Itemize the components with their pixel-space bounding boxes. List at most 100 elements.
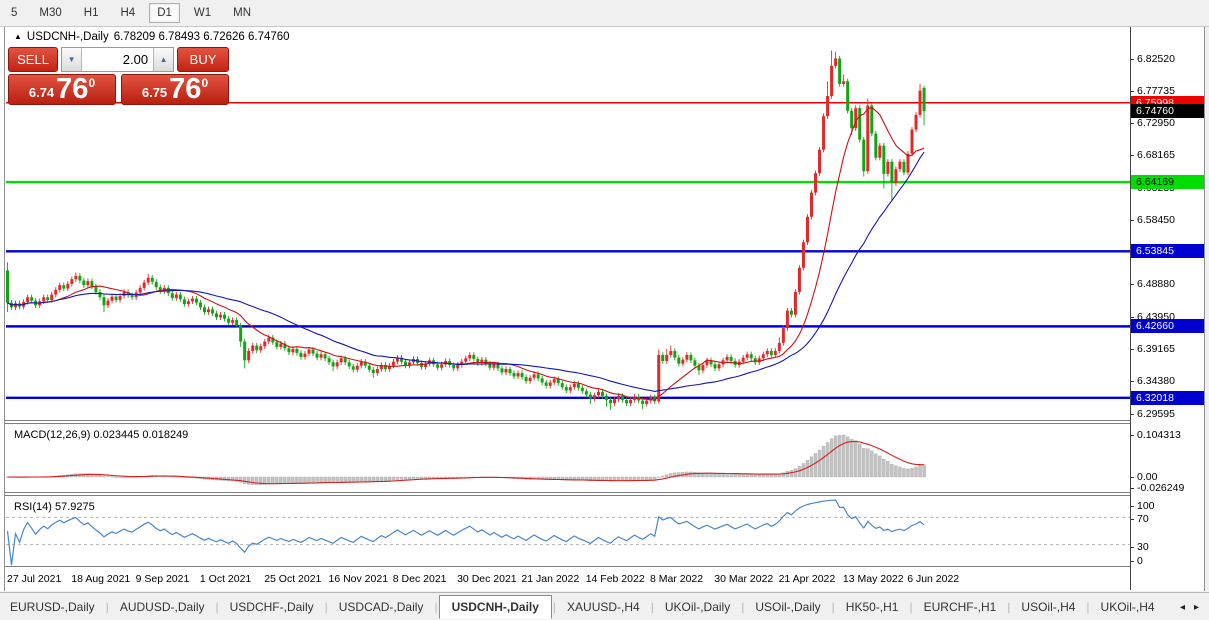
symbol-tab-ukoil[interactable]: UKOil-,Daily [664,600,731,614]
axis-tick [1130,413,1134,415]
price-tick-label: 70 [1137,512,1149,525]
chart-window: ▲ USDCNH-,Daily 6.78209 6.78493 6.72626 … [0,27,1209,591]
tab-separator: | [1086,600,1090,614]
price-tick-label: 6.39165 [1137,343,1175,356]
price-tick-label: 6.58450 [1137,213,1175,226]
rsi-value: 57.9275 [54,501,95,513]
rsi-name: RSI(14) [14,501,52,513]
buy-price-base: 6.75 [141,85,168,100]
tab-separator: | [215,600,219,614]
symbol-tab-usoil[interactable]: USOil-,Daily [755,600,821,614]
date-label: 30 Mar 2022 [714,573,774,585]
price-tick-label: 6.48880 [1137,278,1175,291]
buy-button[interactable]: BUY [177,47,229,72]
axis-tick [1130,518,1134,520]
sell-price-base: 6.74 [28,85,55,100]
tab-scroll-left-icon[interactable]: ◂ [1179,601,1185,613]
buy-price-pips: 76 [169,73,202,105]
timeframe-button-h4[interactable]: H4 [120,7,136,19]
macd-panel[interactable] [6,424,1130,492]
tab-scroll-right-icon[interactable]: ▸ [1193,601,1199,613]
price-tick-label: 100 [1137,499,1155,512]
chart-title: ▲ USDCNH-,Daily 6.78209 6.78493 6.72626 … [14,31,290,43]
date-label: 16 Nov 2021 [328,573,389,585]
symbol-tab-eurusd[interactable]: EURUSD-,Daily [10,600,95,614]
timeframe-button-w1[interactable]: W1 [193,7,212,19]
tab-separator: | [831,600,835,614]
axis-tick [1130,317,1134,319]
volume-increase-icon[interactable]: ▲ [153,48,174,71]
symbol-tab-eurchf[interactable]: EURCHF-,H1 [923,600,997,614]
panel-splitter[interactable] [5,420,1204,421]
window-right-fill [1205,27,1209,591]
date-label: 6 Jun 2022 [907,573,960,585]
axis-tick [1130,219,1134,221]
axis-tick [1130,547,1134,549]
price-tick-label: 6.68165 [1137,148,1175,161]
panel-splitter [5,423,1204,424]
price-tick-label: 6.34380 [1137,375,1175,388]
symbol-tab-usoil[interactable]: USOil-,H4 [1021,600,1076,614]
price-tick-label: 6.29595 [1137,407,1175,420]
date-label: 8 Dec 2021 [392,573,447,585]
symbol-up-triangle-icon: ▲ [14,32,22,41]
symbol-tab-usdchf[interactable]: USDCHF-,Daily [229,600,314,614]
current-price-badge: 6.74760 [1131,104,1207,119]
timeframe-button-d1[interactable]: D1 [149,3,180,23]
date-label: 21 Apr 2022 [778,573,836,585]
tab-separator: | [909,600,913,614]
buy-price-sup: 0 [201,76,209,90]
date-label: 30 Dec 2021 [457,573,517,585]
timeframe-button-5[interactable]: 5 [11,7,18,19]
macd-name: MACD(12,26,9) [14,429,91,441]
symbol-tab-audusd[interactable]: AUDUSD-,Daily [119,600,205,614]
timeframe-toolbar: 5 M30 H1 H4 D1 W1 MN [0,0,1209,27]
date-label: 9 Sep 2021 [135,573,190,585]
date-label: 27 Jul 2021 [7,573,62,585]
symbol-tab-hk50[interactable]: HK50-,H1 [845,600,899,614]
price-tick-label: 0.104313 [1137,428,1181,441]
buy-price-panel[interactable]: 6.75 76 0 [121,74,229,105]
volume-input[interactable] [82,48,154,71]
symbol-tab-xauusd[interactable]: XAUUSD-,H4 [567,600,640,614]
symbol-tab-ukoil[interactable]: UKOil-,H4 [1100,600,1155,614]
symbol-tab-usdcad[interactable]: USDCAD-,Daily [338,600,424,614]
date-label: 1 Oct 2021 [199,573,252,585]
timeframe-button-m30[interactable]: M30 [39,7,62,19]
macd-values: 0.023445 0.018249 [93,429,189,441]
sell-button[interactable]: SELL [8,47,59,72]
axis-tick [1130,505,1134,507]
price-axis[interactable]: 6.825206.777356.729506.681656.632356.584… [1130,27,1207,590]
axis-tick [1130,349,1134,351]
axis-tick [1130,560,1134,562]
price-tick-label: -0.026249 [1137,481,1185,494]
panel-splitter[interactable] [5,492,1204,493]
tab-separator: | [324,600,328,614]
timeframe-button-h1[interactable]: H1 [83,7,99,19]
tab-separator: | [1007,600,1011,614]
window-right-border [1204,27,1205,591]
axis-tick [1130,434,1134,436]
date-axis[interactable]: 27 Jul 2021 18 Aug 2021 9 Sep 2021 1 Oct 20… [6,568,1130,590]
level-price-badge: 6.53845 [1131,244,1207,259]
axis-tick [1130,122,1134,124]
rsi-panel[interactable] [6,496,1130,566]
date-label: 8 Mar 2022 [650,573,704,585]
price-tick-label: 30 [1137,541,1149,554]
date-label: 14 Feb 2022 [585,573,645,585]
axis-tick [1130,90,1134,92]
chart-tab-bar: EURUSD-,Daily | AUDUSD-,Daily | USDCHF-,Dail… [0,592,1209,620]
price-axis-border [1130,27,1131,590]
tab-scroll-arrows: ◂ ▸ [1180,602,1199,613]
window-left-border [4,27,5,591]
level-price-badge: 6.32018 [1131,390,1207,405]
axis-tick [1130,381,1134,383]
tab-separator: | [552,600,557,614]
volume-decrease-icon[interactable]: ▼ [62,48,83,71]
symbol-tab-usdcnh[interactable]: USDCNH-,Daily [438,594,552,619]
chart-symbol-period: USDCNH-,Daily [26,31,109,43]
timeframe-button-mn[interactable]: MN [233,7,252,19]
date-label: 13 May 2022 [842,573,904,585]
sell-price-panel[interactable]: 6.74 76 0 [8,74,116,105]
